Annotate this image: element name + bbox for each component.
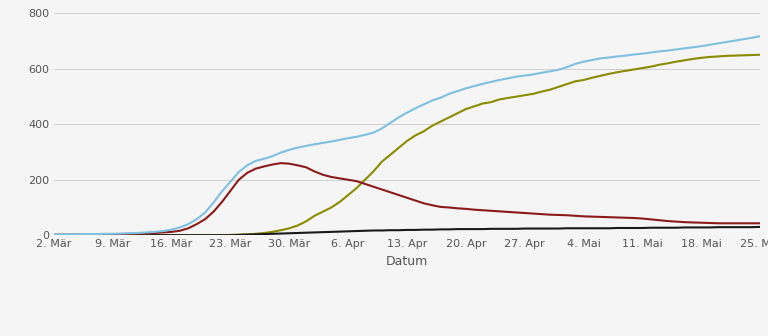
- Legend: Summe Genesene, Summe Verstorben, Summe aktuell Erkrankte, Summe Infektionen ges: Summe Genesene, Summe Verstorben, Summe …: [66, 334, 748, 336]
- X-axis label: Datum: Datum: [386, 255, 429, 268]
